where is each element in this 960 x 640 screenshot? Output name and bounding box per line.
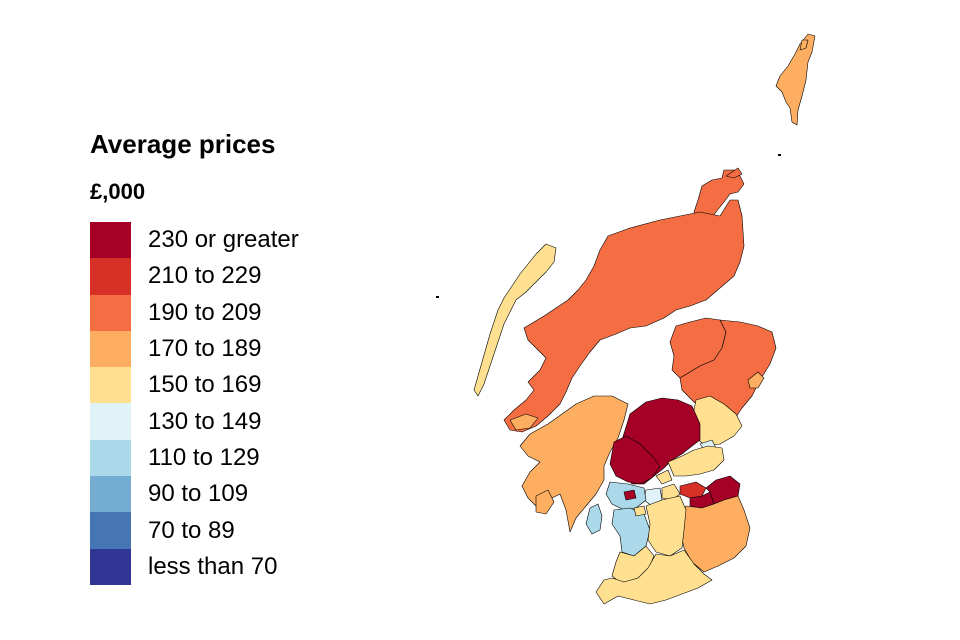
highland xyxy=(503,199,745,433)
legend-label: 190 to 209 xyxy=(148,298,262,326)
legend-label: 170 to 189 xyxy=(148,335,262,363)
legend-label: 130 to 149 xyxy=(148,407,262,435)
legend-item: 90 to 109 xyxy=(90,476,390,513)
legend-swatch xyxy=(90,439,131,477)
fife xyxy=(667,445,725,477)
shetland-north xyxy=(799,39,809,51)
legend-swatch xyxy=(90,294,131,331)
legend-label: less than 70 xyxy=(148,552,278,580)
east-dunbartonshire xyxy=(623,489,637,501)
legend-item: 130 to 149 xyxy=(90,403,390,440)
legend-swatch xyxy=(90,512,131,549)
aberdeen-city xyxy=(747,371,765,389)
legend-swatch xyxy=(90,403,131,440)
legend-swatch xyxy=(90,258,131,295)
legend-item: 170 to 189 xyxy=(90,330,390,368)
shetland xyxy=(775,33,816,126)
legend-item: 230 or greater xyxy=(90,222,390,259)
clackmannanshire xyxy=(655,469,673,485)
legend-label: 150 to 169 xyxy=(148,371,262,399)
fair-isle xyxy=(778,154,781,156)
legend-swatch xyxy=(90,222,131,259)
legend-label: 210 to 229 xyxy=(148,262,262,290)
legend-title: Average prices xyxy=(90,129,276,159)
map-legend: Average prices £,000 230 or greater 210 t… xyxy=(90,128,390,585)
mull xyxy=(509,413,539,431)
dumfries-and-galloway xyxy=(595,549,713,605)
legend-item: 150 to 169 xyxy=(90,367,390,404)
legend-unit: £,000 xyxy=(90,179,146,204)
legend-item: less than 70 xyxy=(90,548,390,585)
edinburgh xyxy=(679,481,707,499)
legend-items: 230 or greater 210 to 229 190 to 209 170 to… xyxy=(90,222,390,585)
legend-swatch xyxy=(90,330,131,368)
islay xyxy=(535,489,555,515)
legend-item: 70 to 89 xyxy=(90,512,390,549)
st-kilda xyxy=(436,296,439,298)
stirling xyxy=(609,435,661,485)
legend-swatch xyxy=(90,548,131,585)
legend-swatch xyxy=(90,476,131,513)
arran xyxy=(585,503,603,535)
legend-item: 210 to 229 xyxy=(90,258,390,295)
legend-item: 190 to 209 xyxy=(90,294,390,331)
legend-label: 90 to 109 xyxy=(148,480,249,508)
outer-hebrides xyxy=(473,243,557,397)
legend-swatch xyxy=(90,367,131,404)
legend-label: 110 to 129 xyxy=(148,443,260,471)
legend-item: 110 to 129 xyxy=(90,439,390,477)
south-lanarkshire xyxy=(645,495,687,557)
legend-label: 230 or greater xyxy=(148,226,299,254)
east-renfrewshire xyxy=(633,505,647,517)
legend-label: 70 to 89 xyxy=(148,516,235,544)
orkney-isle xyxy=(725,167,743,179)
